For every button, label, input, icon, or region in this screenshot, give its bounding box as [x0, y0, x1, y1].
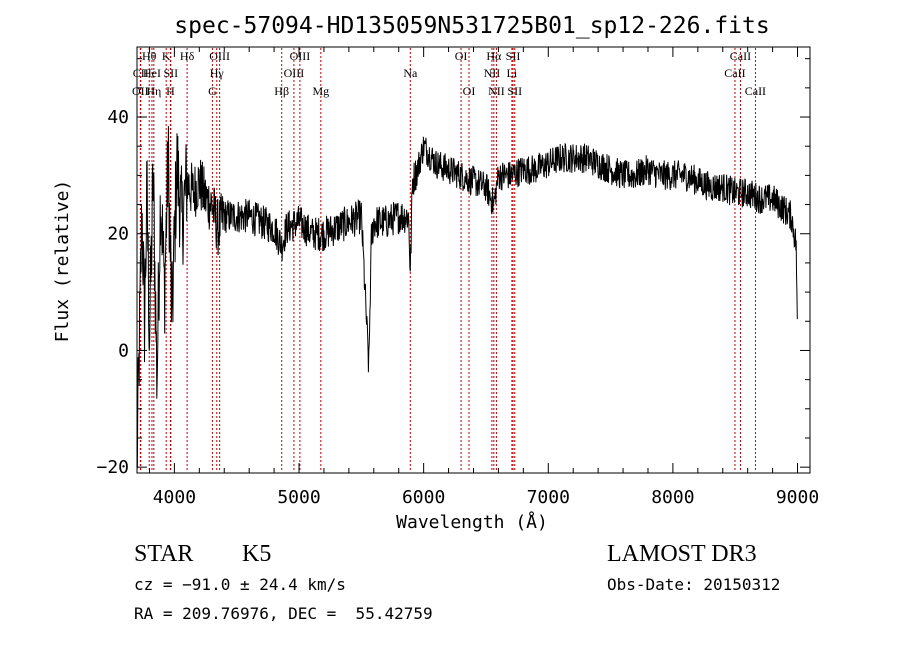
x-axis-label: Wavelength (Å) — [396, 511, 548, 533]
x-tick-label: 5000 — [277, 487, 320, 508]
obs-date: Obs-Date: 20150312 — [607, 575, 780, 594]
spectral-line-label: SII — [507, 84, 522, 98]
spectrum-line — [136, 126, 798, 469]
x-tick-label: 8000 — [651, 487, 694, 508]
spectral-line-label: Hδ — [180, 49, 195, 63]
plot-frame — [136, 46, 811, 474]
spectral-line-label: Na — [403, 66, 418, 80]
spectral-line-label: OIII — [209, 49, 230, 63]
coordinates: RA = 209.76976, DEC = 55.42759 — [134, 604, 433, 623]
spectral-line-label: Hα — [486, 49, 502, 63]
x-tick-label: 7000 — [527, 487, 570, 508]
spectral-line-label: SII — [163, 66, 178, 80]
spectral-line-label: SII — [506, 49, 521, 63]
spectral-line-label: OIII — [290, 49, 311, 63]
spectral-line-label: Hη — [146, 84, 161, 98]
y-tick-label: 20 — [107, 224, 129, 245]
spectral-line-label: OII — [132, 84, 149, 98]
y-axis-label: Flux (relative) — [52, 180, 73, 343]
x-tick-label: 6000 — [402, 487, 445, 508]
spectral-line-label: Mg — [312, 84, 329, 98]
spectral-line-label: Hθ — [142, 49, 157, 63]
spectral-line-label: NII — [484, 66, 501, 80]
spectral-line-label: OIII — [284, 66, 305, 80]
spectral-line-label: OI — [463, 84, 476, 98]
spectral-line-label: CaII — [724, 66, 745, 80]
spectral-line-label: HeI — [143, 66, 161, 80]
x-tick-label: 9000 — [776, 487, 819, 508]
y-tick-label: −20 — [96, 457, 129, 478]
spectral-line-label: Hγ — [210, 66, 225, 80]
spectral-line-label: K — [162, 49, 171, 63]
object-subclass: K5 — [242, 541, 271, 567]
spectral-line-label: OI — [455, 49, 468, 63]
y-tick-label: 40 — [107, 107, 129, 128]
spectral-line-label: CaII — [745, 84, 766, 98]
spectral-line-label: NII — [488, 84, 505, 98]
annotation-lines — [139, 48, 756, 472]
x-axis-ticks: 4000 5000 6000 7000 8000 9000 — [148, 47, 819, 508]
object-class: STAR — [134, 541, 193, 567]
chart-title: spec-57094-HD135059N531725B01_sp12-226.f… — [174, 13, 769, 39]
spectral-line-label: Li — [507, 66, 518, 80]
spectral-line-label: G — [208, 84, 217, 98]
redshift-value: cz = −91.0 ± 24.4 km/s — [134, 575, 346, 594]
spectral-line-label: H — [166, 84, 175, 98]
spectral-line-label: Hβ — [274, 84, 289, 98]
y-axis-ticks: −20 0 20 40 — [96, 58, 810, 478]
survey-name: LAMOST DR3 — [607, 541, 757, 567]
spectral-line-label: CaII — [730, 49, 751, 63]
x-tick-label: 4000 — [153, 487, 196, 508]
y-tick-label: 0 — [118, 340, 129, 361]
